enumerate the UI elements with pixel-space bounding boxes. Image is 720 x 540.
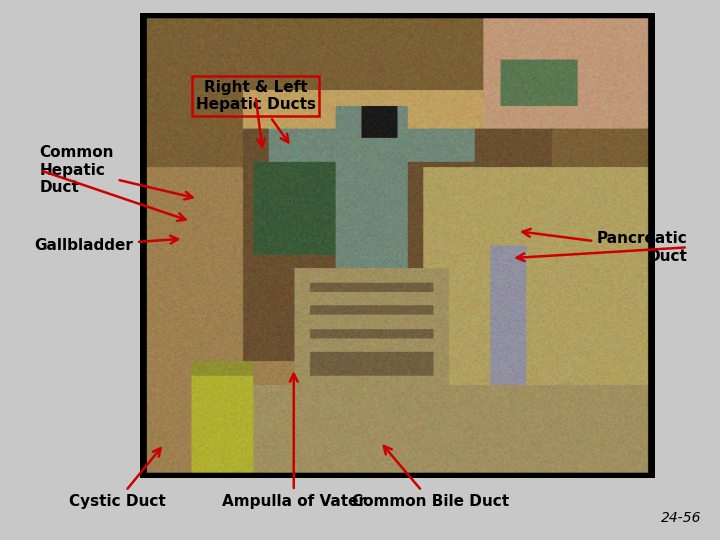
Text: Common
Hepatic
Duct: Common Hepatic Duct bbox=[40, 145, 192, 199]
Text: Right & Left
Hepatic Ducts: Right & Left Hepatic Ducts bbox=[196, 80, 315, 143]
Text: Ampulla of Vater: Ampulla of Vater bbox=[222, 374, 366, 509]
Text: Common Bile Duct: Common Bile Duct bbox=[352, 446, 509, 509]
Text: Gallbladder: Gallbladder bbox=[35, 236, 178, 253]
Text: Pancreatic
Duct: Pancreatic Duct bbox=[523, 229, 688, 264]
Text: 24-56: 24-56 bbox=[661, 511, 701, 525]
Text: Cystic Duct: Cystic Duct bbox=[69, 448, 166, 509]
